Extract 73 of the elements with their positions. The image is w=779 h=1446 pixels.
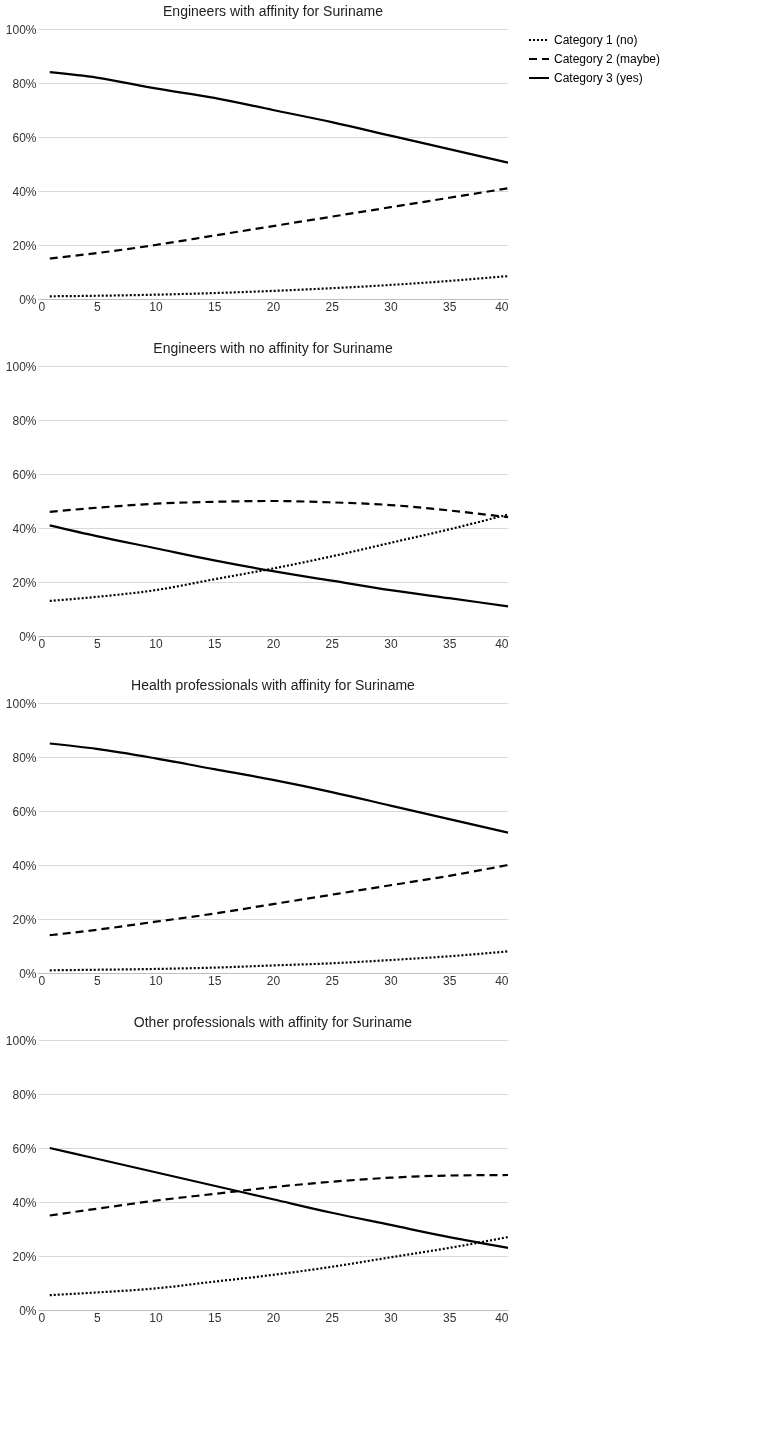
x-tick-label: 0 xyxy=(38,299,46,314)
y-tick-label: 80% xyxy=(12,76,37,91)
y-tick-label: 0% xyxy=(19,966,37,981)
chart-title: Engineers with affinity for Suriname xyxy=(163,3,384,19)
y-tick-label: 100% xyxy=(5,1033,37,1048)
x-tick-label: 40 xyxy=(495,299,509,314)
y-tick-label: 80% xyxy=(12,750,37,765)
x-tick-label: 20 xyxy=(266,299,281,314)
x-tick-label: 15 xyxy=(208,299,222,314)
x-tick-label: 15 xyxy=(208,973,222,988)
x-tick-label: 25 xyxy=(325,299,340,314)
legend-label: Category 1 (no) xyxy=(554,33,638,47)
x-tick-label: 5 xyxy=(93,973,101,988)
y-tick-label: 0% xyxy=(19,1303,37,1318)
x-tick-label: 25 xyxy=(325,636,340,651)
x-tick-label: 30 xyxy=(384,1310,398,1325)
x-tick-label: 5 xyxy=(93,1310,101,1325)
x-tick-label: 15 xyxy=(208,636,222,651)
line-series xyxy=(48,187,510,260)
x-tick-label: 35 xyxy=(443,1310,457,1325)
x-tick-label: 25 xyxy=(325,973,340,988)
x-tick-label: 30 xyxy=(384,973,398,988)
x-tick-label: 5 xyxy=(93,636,101,651)
y-tick-label: 20% xyxy=(12,238,37,253)
y-tick-label: 80% xyxy=(12,1087,37,1102)
x-tick-label: 10 xyxy=(149,299,163,314)
x-tick-label: 35 xyxy=(443,973,457,988)
x-tick-label: 30 xyxy=(384,299,398,314)
x-tick-label: 40 xyxy=(495,636,509,651)
y-tick-label: 60% xyxy=(12,467,37,482)
x-tick-label: 10 xyxy=(149,973,163,988)
y-tick-label: 40% xyxy=(12,521,37,536)
chart-title: Engineers with no affinity for Suriname xyxy=(153,340,393,356)
chart-title: Health professionals with affinity for Suriname xyxy=(131,677,416,693)
x-tick-label: 0 xyxy=(38,1310,46,1325)
line-series xyxy=(48,274,510,298)
y-tick-label: 100% xyxy=(5,696,37,711)
line-series xyxy=(48,863,510,937)
y-tick-label: 20% xyxy=(12,1249,37,1264)
y-tick-label: 80% xyxy=(12,413,37,428)
legend-label: Category 2 (maybe) xyxy=(554,52,661,66)
x-tick-label: 25 xyxy=(325,1310,340,1325)
chart-title: Other professionals with affinity for Suriname xyxy=(133,1014,413,1030)
x-tick-label: 35 xyxy=(443,636,457,651)
x-tick-label: 10 xyxy=(149,1310,163,1325)
y-tick-label: 100% xyxy=(5,359,37,374)
line-series xyxy=(48,950,510,972)
line-series xyxy=(48,742,510,834)
x-tick-label: 40 xyxy=(495,973,509,988)
y-tick-label: 60% xyxy=(12,130,37,145)
y-tick-label: 0% xyxy=(19,292,37,307)
x-tick-label: 30 xyxy=(384,636,398,651)
line-series xyxy=(48,71,510,164)
x-tick-label: 15 xyxy=(208,1310,222,1325)
x-tick-label: 5 xyxy=(93,299,101,314)
y-tick-label: 20% xyxy=(12,575,37,590)
y-tick-label: 40% xyxy=(12,184,37,199)
y-tick-label: 0% xyxy=(19,629,37,644)
y-tick-label: 40% xyxy=(12,858,37,873)
y-tick-label: 100% xyxy=(5,22,37,37)
x-tick-label: 20 xyxy=(266,636,281,651)
x-tick-label: 10 xyxy=(149,636,163,651)
x-tick-label: 0 xyxy=(38,973,46,988)
x-tick-label: 0 xyxy=(38,636,46,651)
legend-label: Category 3 (yes) xyxy=(554,71,643,85)
y-tick-label: 40% xyxy=(12,1195,37,1210)
y-tick-label: 60% xyxy=(12,804,37,819)
x-tick-label: 35 xyxy=(443,299,457,314)
x-tick-label: 40 xyxy=(495,1310,509,1325)
x-tick-label: 20 xyxy=(266,1310,281,1325)
y-tick-label: 20% xyxy=(12,912,37,927)
y-tick-label: 60% xyxy=(12,1141,37,1156)
x-tick-label: 20 xyxy=(266,973,281,988)
